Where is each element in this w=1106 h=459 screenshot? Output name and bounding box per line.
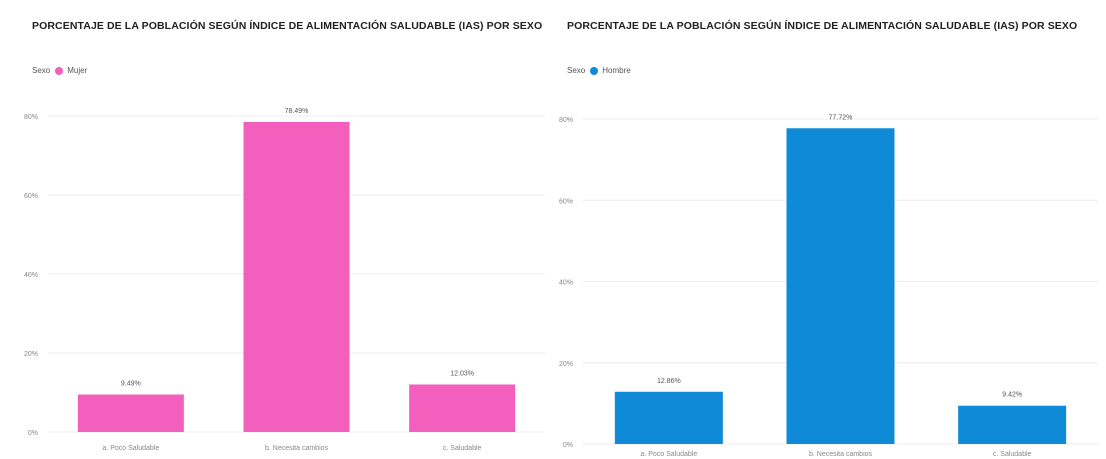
legend-marker-icon [55,66,64,75]
y-tick-label: 80% [559,117,573,124]
y-tick-label: 20% [559,361,573,368]
legend-marker-icon [590,66,599,75]
bar[interactable] [614,391,723,444]
legend-title: Sexo [567,66,586,75]
bar-chart-mujer: 0% 20% 40% 60% 80% 9.49% a. Poco Saludable 78.4… [24,108,545,452]
bar[interactable] [786,128,895,444]
x-category-label: b. Necesita cambios [265,445,329,452]
legend-label: Hombre [602,66,631,75]
y-tick-label: 0% [563,442,573,449]
x-category-label: c. Saludable [443,445,482,452]
data-label: 78.49% [285,108,309,115]
legend-title: Sexo [32,66,51,75]
y-tick-label: 40% [559,280,573,287]
y-tick-label: 40% [24,272,38,279]
x-category-label: b. Necesita cambios [809,451,873,458]
data-label: 9.49% [121,381,141,388]
y-tick-label: 0% [28,430,38,437]
y-tick-label: 60% [24,193,38,200]
legend[interactable]: Sexo Hombre [567,66,631,75]
data-label: 12.86% [657,378,681,385]
data-label: 12.03% [450,370,474,377]
chart-title: PORCENTAJE DE LA POBLACIÓN SEGÚN ÍNDICE … [567,20,1078,32]
bar[interactable] [77,394,184,432]
x-category-label: a. Poco Saludable [640,451,697,458]
bar[interactable] [958,405,1067,444]
y-tick-label: 80% [24,114,38,121]
legend[interactable]: Sexo Mujer [32,66,87,75]
data-label: 77.72% [829,114,853,121]
bar[interactable] [409,384,516,432]
data-label: 9.42% [1002,392,1022,399]
bar[interactable] [243,121,350,432]
chart-panel-hombre: 0% 20% 40% 60% 80% 12.86% a. Poco Saludable 77.… [553,0,1106,459]
y-tick-label: 60% [559,198,573,205]
y-tick-label: 20% [24,351,38,358]
chart-panel-mujer: 0% 20% 40% 60% 80% 9.49% a. Poco Saludable 78.4… [24,20,545,452]
x-category-label: a. Poco Saludable [102,445,159,452]
bar-chart-hombre: 0% 20% 40% 60% 80% 12.86% a. Poco Saludable 77.… [559,114,1098,458]
legend-label: Mujer [67,66,88,75]
chart-title: PORCENTAJE DE LA POBLACIÓN SEGÚN ÍNDICE … [32,20,543,32]
x-category-label: c. Saludable [993,451,1032,458]
